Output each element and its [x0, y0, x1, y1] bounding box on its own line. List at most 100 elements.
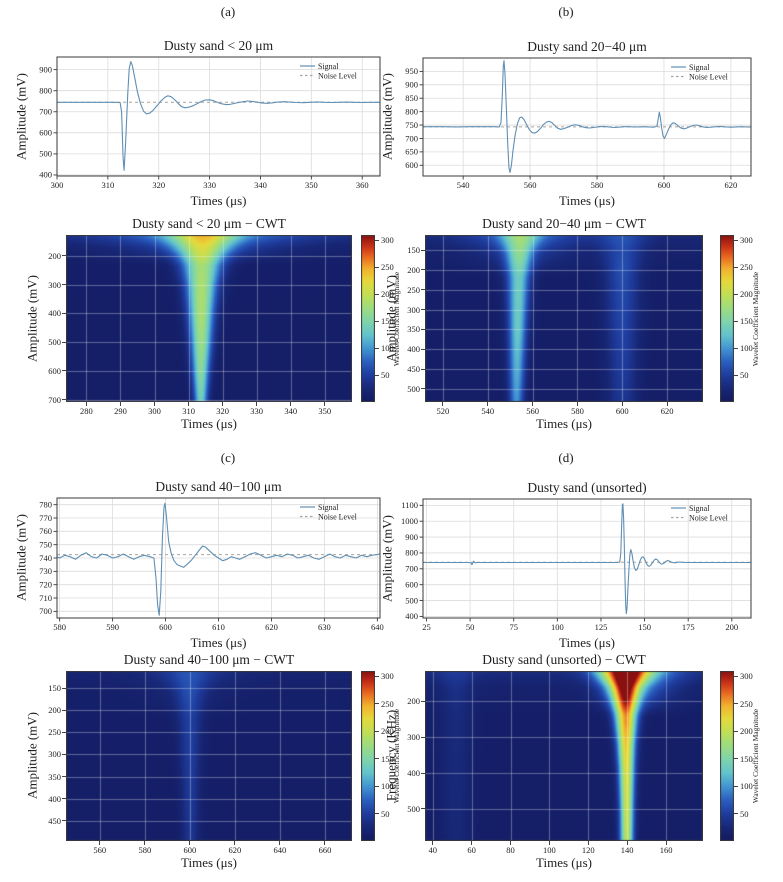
y-tick-label: 500	[407, 383, 420, 394]
y-tick-mark	[62, 370, 66, 372]
colorbar	[720, 235, 734, 402]
colorbar-tick-mark	[375, 675, 379, 677]
chart-title: Dusty sand < 20 μm	[163, 38, 274, 53]
x-tick-label: 290	[114, 406, 127, 416]
y-tick-label: 900	[39, 64, 52, 74]
cwt-heatmap	[66, 235, 352, 402]
signal-line-plot: 540 560 580 600 620 600 650 700 750 800 850 900 950 S…	[405, 57, 752, 190]
colorbar-tick-mark	[375, 703, 379, 705]
y-tick-mark	[421, 808, 425, 810]
y-tick-label: 250	[48, 727, 61, 738]
legend-signal-label: Signal	[318, 503, 339, 512]
x-tick-label: 40	[428, 845, 438, 855]
y-tick-label: 200	[407, 264, 420, 275]
x-tick-mark	[290, 402, 292, 406]
y-tick-mark	[421, 309, 425, 311]
colorbar-tick-mark	[734, 266, 738, 268]
x-tick-label: 620	[265, 622, 278, 632]
x-tick-label: 60	[467, 845, 476, 855]
y-tick-label: 950	[405, 66, 418, 76]
x-tick-label: 640	[371, 622, 384, 632]
x-tick-label: 310	[101, 180, 114, 190]
y-tick-label: 1000	[401, 516, 418, 526]
cwt-heatmap	[425, 671, 703, 841]
y-tick-label: 900	[405, 532, 418, 542]
colorbar-tick-mark	[734, 675, 738, 677]
y-tick-label: 300	[48, 749, 61, 760]
y-tick-label: 200	[48, 250, 61, 261]
x-tick-mark	[99, 841, 101, 845]
x-tick-label: 640	[273, 845, 287, 855]
colorbar-tick-mark	[375, 730, 379, 732]
x-tick-label: 580	[53, 622, 66, 632]
x-tick-mark	[487, 402, 489, 406]
x-tick-label: 300	[148, 406, 161, 416]
colorbar-tick-mark	[734, 374, 738, 376]
x-tick-label: 600	[658, 180, 671, 190]
y-tick-label: 700	[39, 107, 52, 117]
x-tick-label: 175	[682, 622, 695, 632]
colorbar-tick-label: 150	[740, 316, 753, 327]
y-tick-label: 500	[407, 803, 420, 814]
y-tick-mark	[62, 776, 66, 778]
y-tick-label: 760	[39, 526, 52, 536]
x-tick-label: 160	[659, 845, 673, 855]
colorbar-tick-label: 250	[740, 698, 753, 709]
x-tick-mark	[666, 402, 668, 406]
x-tick-label: 600	[183, 845, 197, 855]
x-tick-label: 540	[481, 406, 495, 416]
chart-title: Dusty sand 20−40 μm	[527, 39, 647, 54]
x-tick-mark	[279, 841, 281, 845]
y-tick-mark	[62, 399, 66, 401]
x-tick-mark	[324, 841, 326, 845]
y-tick-label: 650	[405, 147, 418, 157]
x-tick-label: 350	[318, 406, 332, 416]
x-tick-label: 100	[551, 622, 564, 632]
y-tick-label: 150	[48, 683, 61, 694]
y-tick-mark	[421, 249, 425, 251]
chart-title: Dusty sand 40−100 μm − CWT	[123, 652, 295, 667]
x-axis-label: Times (μs)	[559, 635, 615, 650]
x-tick-label: 150	[638, 622, 651, 632]
colorbar-tick-label: 200	[740, 289, 753, 300]
x-tick-label: 25	[422, 622, 431, 632]
y-tick-label: 750	[39, 539, 52, 549]
chart-title: Dusty sand 20−40 μm − CWT	[482, 216, 646, 231]
y-tick-mark	[62, 820, 66, 822]
x-tick-mark	[510, 841, 512, 845]
colorbar-tick-mark	[375, 347, 379, 349]
colorbar-tick-mark	[375, 320, 379, 322]
chart-title: Dusty sand < 20 μm − CWT	[132, 216, 286, 231]
cwt-heatmap	[66, 671, 352, 841]
x-tick-mark	[189, 841, 191, 845]
x-tick-label: 520	[436, 406, 450, 416]
colorbar-tick-label: 100	[381, 781, 394, 792]
x-tick-label: 560	[93, 845, 107, 855]
x-tick-mark	[471, 841, 473, 845]
y-tick-label: 600	[39, 128, 52, 138]
y-tick-label: 500	[39, 149, 52, 159]
y-tick-label: 450	[407, 364, 420, 375]
colorbar-tick-mark	[734, 347, 738, 349]
colorbar-tick-label: 150	[381, 753, 394, 764]
colorbar-tick-label: 50	[740, 808, 749, 819]
colorbar-tick-label: 250	[740, 262, 753, 273]
colorbar-tick-mark	[734, 758, 738, 760]
y-tick-label: 400	[39, 170, 52, 180]
y-tick-label: 400	[407, 344, 420, 355]
colorbar-tick-mark	[375, 813, 379, 815]
x-tick-mark	[432, 841, 434, 845]
x-tick-mark	[154, 402, 156, 406]
y-tick-mark	[421, 348, 425, 350]
signal-line-plot: 300 310 320 330 340 350 360 400 500 600 700 800 900 S…	[39, 56, 381, 190]
y-tick-label: 710	[39, 593, 52, 603]
panel-letter-d: (d)	[558, 450, 574, 465]
y-tick-label: 700	[48, 394, 61, 405]
colorbar-tick-label: 200	[381, 289, 394, 300]
y-tick-label: 700	[405, 133, 418, 143]
colorbar-tick-mark	[375, 266, 379, 268]
x-tick-mark	[188, 402, 190, 406]
panel-letter-a: (a)	[220, 4, 236, 19]
x-tick-label: 360	[356, 180, 369, 190]
